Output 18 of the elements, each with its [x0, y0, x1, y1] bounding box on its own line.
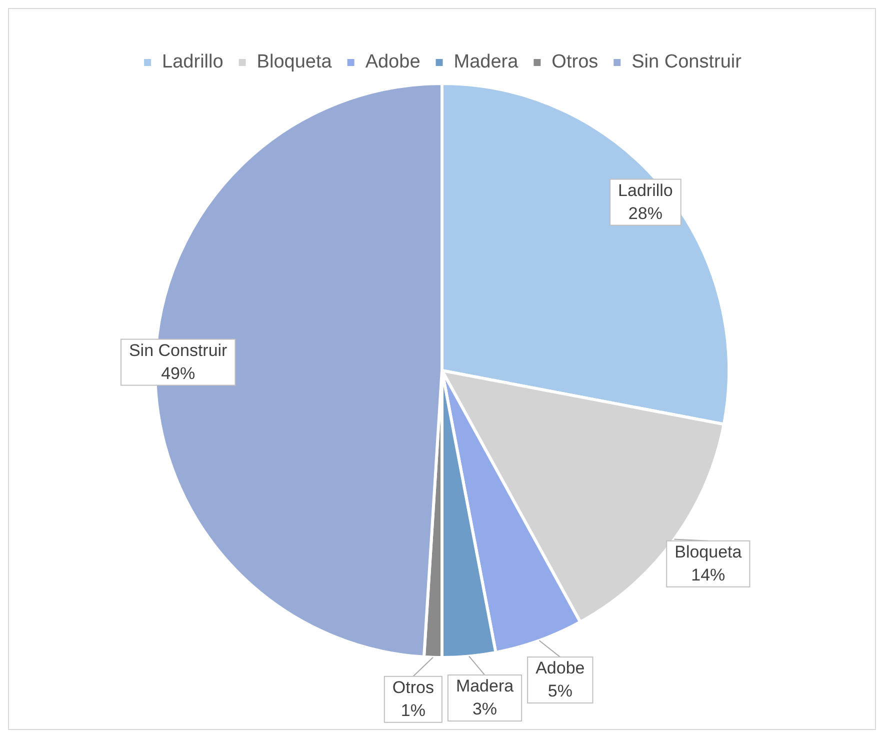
legend-label: Adobe: [365, 52, 420, 73]
slice-label: Adobe: [536, 658, 585, 678]
data-label: 28%: [628, 204, 662, 223]
slice-label: Otros: [392, 678, 434, 698]
legend-label: Ladrillo: [162, 52, 224, 73]
data-label: 49%: [161, 364, 196, 383]
legend-label: Sin Construir: [632, 52, 742, 73]
data-label: 1%: [400, 701, 426, 720]
legend-label: Bloqueta: [256, 52, 332, 73]
legend-label: Otros: [552, 52, 598, 73]
slice-label: Ladrillo: [618, 180, 673, 200]
legend-label: Madera: [454, 52, 519, 73]
data-label: 3%: [472, 700, 498, 719]
data-label: 5%: [548, 682, 572, 701]
slice-label: Madera: [456, 676, 514, 696]
slice-label: Sin Construir: [128, 340, 228, 360]
data-label: 14%: [691, 566, 726, 585]
slice-label: Bloqueta: [674, 542, 742, 562]
